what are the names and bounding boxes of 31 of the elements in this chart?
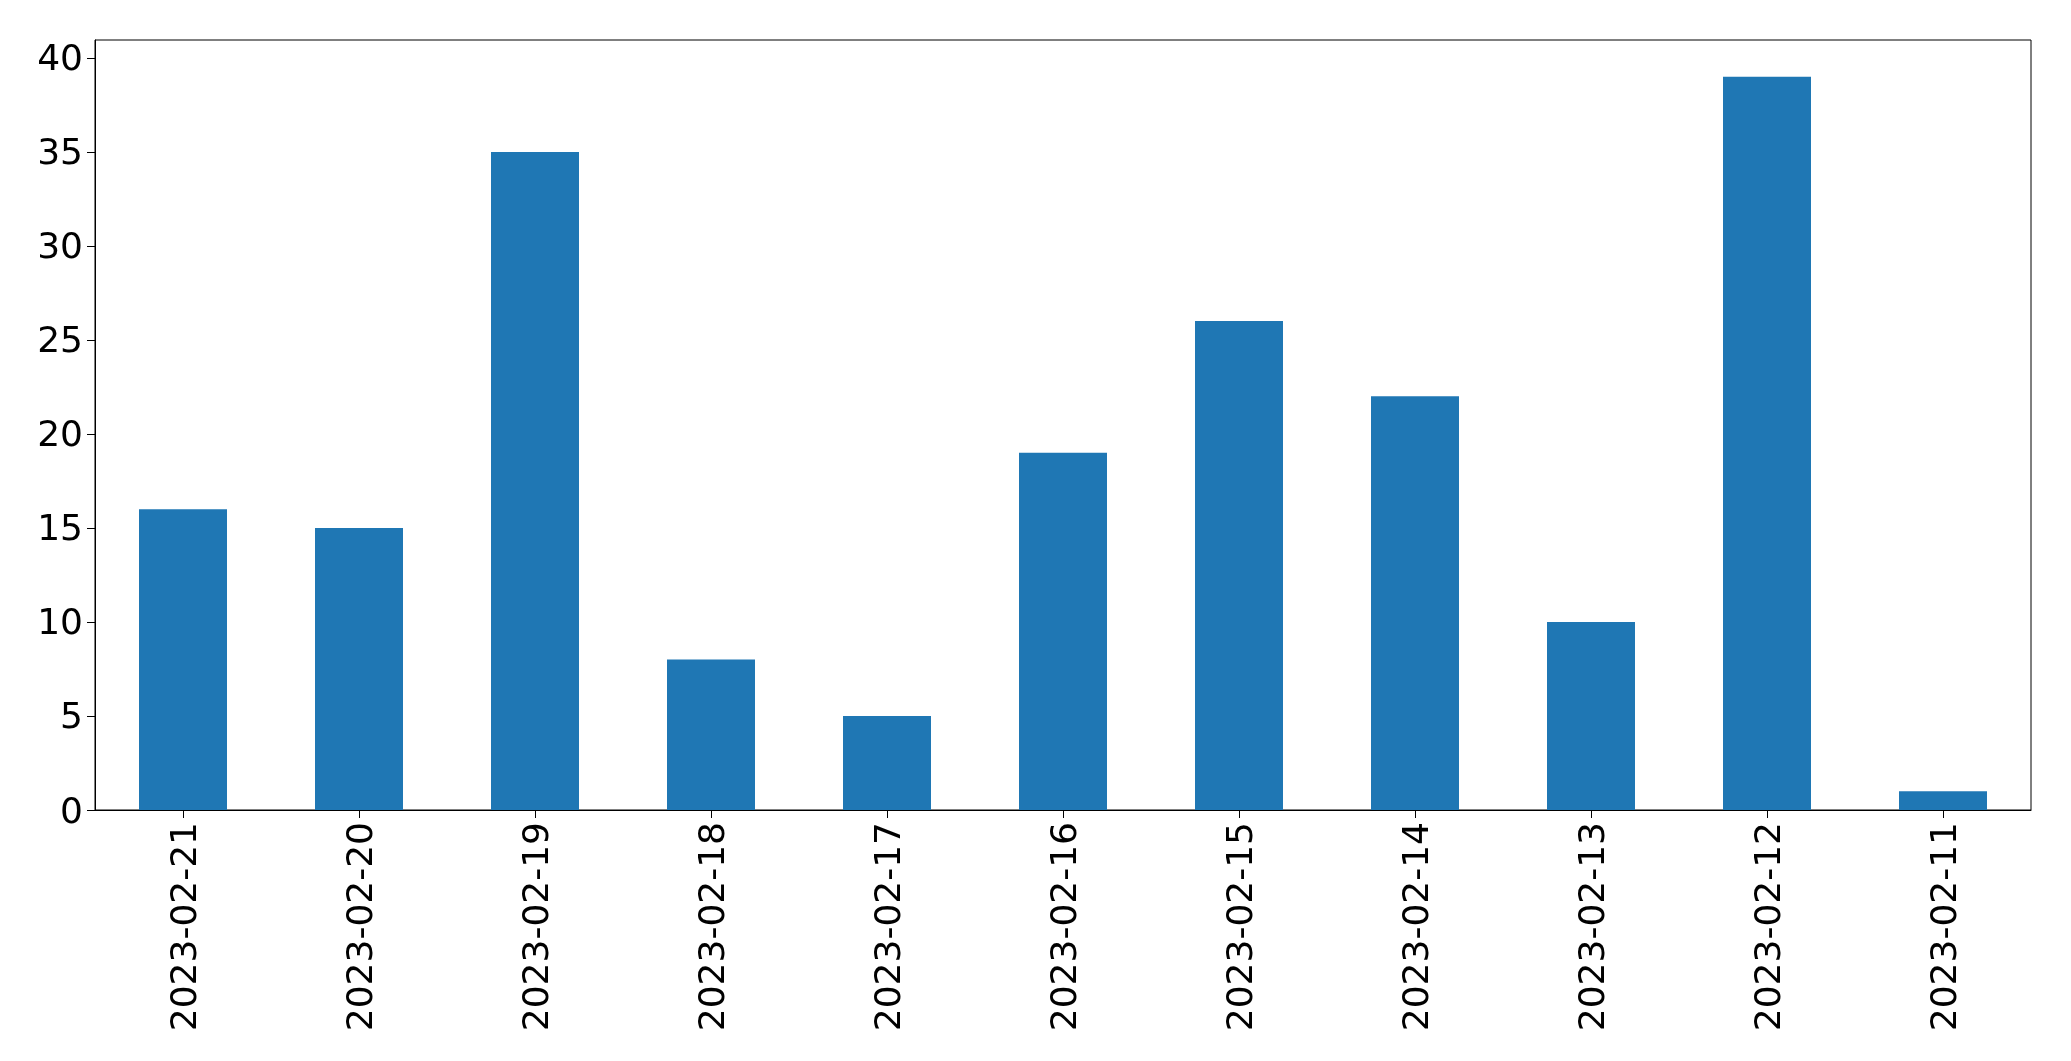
x-tick-label: 2023-02-15 [1218, 822, 1260, 1032]
bar [1195, 321, 1283, 810]
x-tick-label: 2023-02-18 [690, 822, 732, 1032]
bar [491, 151, 579, 810]
bar [1019, 452, 1107, 810]
x-tick-label: 2023-02-19 [514, 822, 556, 1032]
y-tick-label: 0 [60, 789, 83, 831]
x-tick-label: 2023-02-14 [1394, 822, 1436, 1032]
x-tick-label: 2023-02-21 [162, 822, 204, 1032]
x-tick-label: 2023-02-17 [866, 822, 908, 1032]
bar [667, 659, 755, 810]
x-tick-label: 2023-02-12 [1746, 822, 1788, 1032]
x-tick-label: 2023-02-16 [1042, 822, 1084, 1032]
y-tick-label: 35 [37, 131, 83, 173]
bar [1371, 396, 1459, 810]
x-tick-label: 2023-02-11 [1922, 822, 1964, 1032]
x-tick-label: 2023-02-20 [338, 822, 380, 1032]
bar [843, 715, 931, 810]
y-tick-label: 15 [37, 507, 83, 549]
y-tick-label: 20 [37, 413, 83, 455]
bar [139, 509, 227, 810]
y-tick-label: 30 [37, 225, 83, 267]
bar [1723, 76, 1811, 810]
y-tick-label: 10 [37, 601, 83, 643]
y-tick-label: 5 [60, 695, 83, 737]
x-tick-label: 2023-02-13 [1570, 822, 1612, 1032]
y-tick-label: 25 [37, 319, 83, 361]
y-tick-label: 40 [37, 37, 83, 79]
bar [1547, 621, 1635, 810]
bar [315, 527, 403, 810]
bar [1899, 791, 1987, 810]
